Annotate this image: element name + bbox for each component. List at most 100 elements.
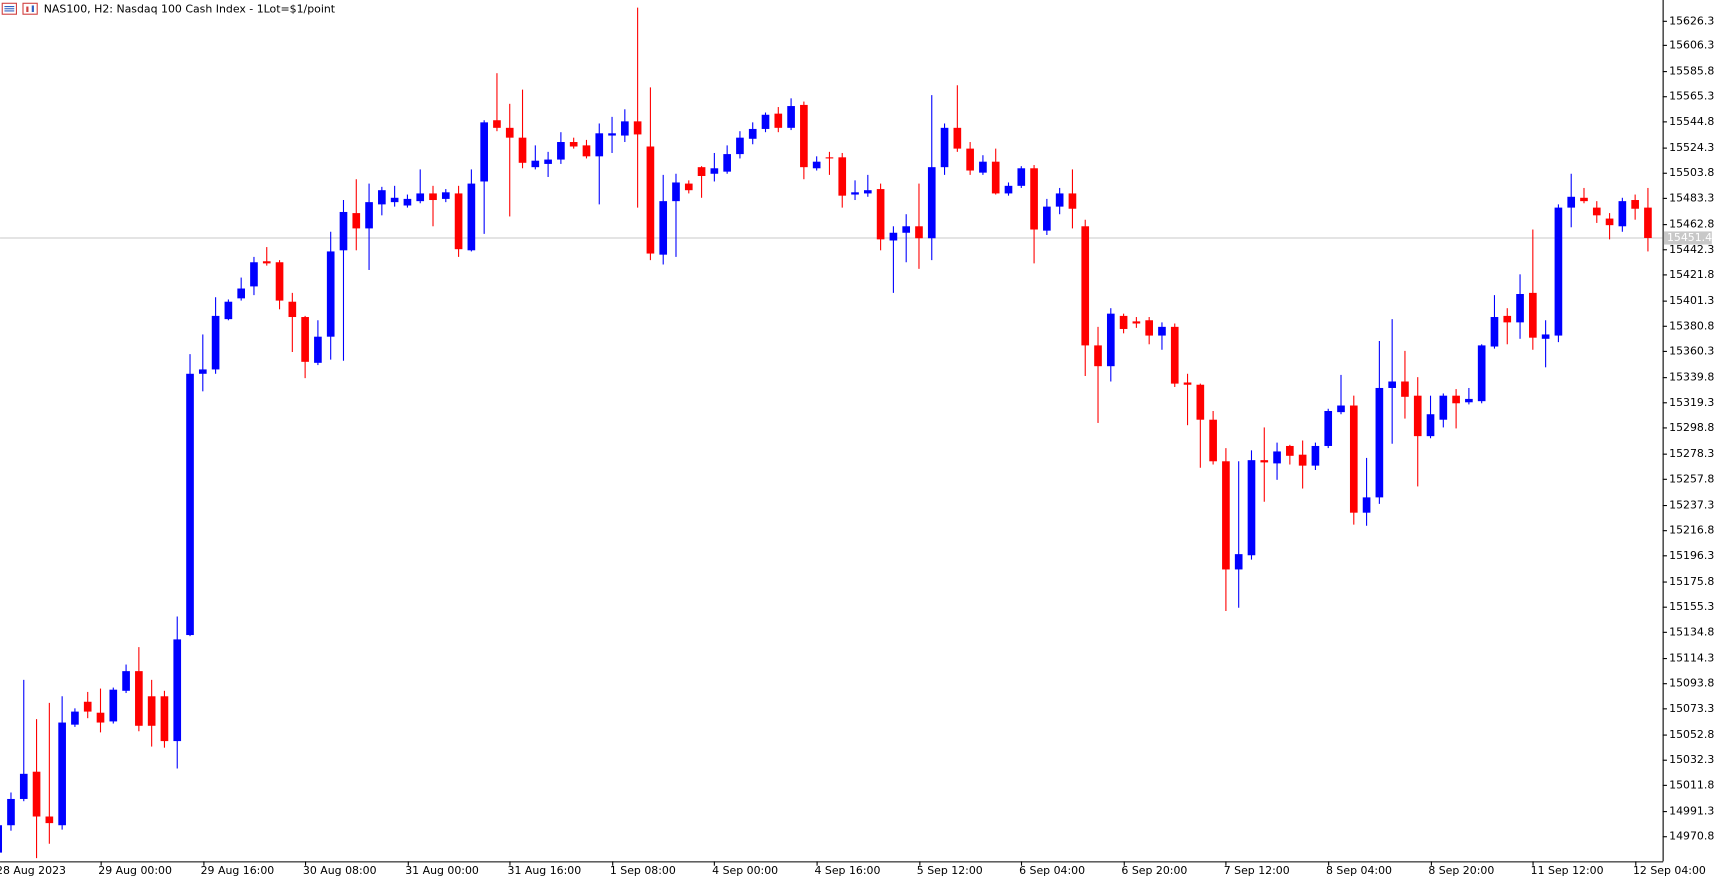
y-tick-label: 15626.3 <box>1669 14 1714 27</box>
x-tick-label: 30 Aug 08:00 <box>303 864 377 877</box>
y-tick-label: 15155.3 <box>1669 600 1714 613</box>
candle-body <box>1234 554 1243 570</box>
x-tick-label: 29 Aug 00:00 <box>98 864 172 877</box>
candle-body <box>1324 410 1333 446</box>
candle-body <box>1298 454 1307 466</box>
y-tick-label: 15606.3 <box>1669 38 1714 51</box>
candle-body <box>1158 326 1166 336</box>
candle-body <box>96 712 105 723</box>
x-tick-label: 31 Aug 00:00 <box>405 864 479 877</box>
candle-body <box>723 154 731 172</box>
candle-body <box>1094 345 1102 367</box>
candle-body <box>1477 345 1486 402</box>
candle-body <box>1644 207 1652 238</box>
candle-body <box>1426 414 1435 437</box>
x-tick-label: 7 Sep 12:00 <box>1224 864 1290 877</box>
y-tick-label: 15032.3 <box>1669 753 1714 766</box>
candle-body <box>1132 321 1141 324</box>
y-tick-label: 15503.8 <box>1669 166 1714 179</box>
candle-body <box>1260 460 1269 463</box>
candle-body <box>1529 292 1537 338</box>
candle-body <box>518 137 527 163</box>
x-tick-label: 28 Aug 2023 <box>0 864 66 877</box>
y-tick-label: 15175.8 <box>1669 575 1714 588</box>
y-tick-label: 15278.3 <box>1669 447 1714 460</box>
candle-body <box>198 369 207 374</box>
candle-body <box>1068 193 1077 209</box>
candle-body <box>71 711 79 725</box>
y-tick-label: 15073.3 <box>1669 702 1714 715</box>
candle-body <box>1516 293 1524 323</box>
x-tick-label: 8 Sep 20:00 <box>1428 864 1494 877</box>
candle-body <box>122 671 130 691</box>
candle-body <box>467 183 476 251</box>
candle-body <box>902 226 911 233</box>
candle-body <box>569 142 578 147</box>
candle-body <box>774 113 783 128</box>
candle-body <box>173 639 182 742</box>
candle-body <box>505 127 514 138</box>
candle-body <box>531 160 540 168</box>
x-tick-label: 6 Sep 20:00 <box>1121 864 1187 877</box>
candle-body <box>32 771 41 817</box>
candle-body <box>224 301 233 320</box>
candle-body <box>1413 395 1422 437</box>
icon-chart <box>22 2 38 15</box>
candle-body <box>1222 461 1230 570</box>
candle-body <box>1554 207 1563 336</box>
candle-body <box>851 192 859 195</box>
candle-body <box>314 336 322 363</box>
x-tick-label: 4 Sep 16:00 <box>814 864 880 877</box>
candle-body <box>1465 398 1473 403</box>
candle-body <box>288 301 297 318</box>
candle-body <box>480 122 488 182</box>
y-tick-label: 15196.3 <box>1669 549 1714 562</box>
y-tick-label: 15257.8 <box>1669 472 1714 485</box>
y-tick-label: 15483.3 <box>1669 191 1714 204</box>
x-tick-label: 1 Sep 08:00 <box>610 864 676 877</box>
candle-body <box>1580 197 1588 202</box>
candle-body <box>0 825 3 853</box>
y-tick-label: 15339.8 <box>1669 371 1714 384</box>
plot-area <box>0 7 1663 859</box>
candle-body <box>800 104 808 168</box>
candle-body <box>838 157 847 196</box>
candle-body <box>1183 382 1192 385</box>
candle-body <box>1503 315 1512 323</box>
candle-body <box>7 798 15 826</box>
toolbar-icons <box>1 2 38 15</box>
y-tick-label: 15319.3 <box>1669 396 1714 409</box>
candle-body <box>147 696 156 726</box>
candle-body <box>390 197 399 203</box>
y-tick-label: 14991.3 <box>1669 805 1714 818</box>
candle-body <box>1145 320 1153 336</box>
candle-body <box>825 157 834 159</box>
y-tick-label: 15052.8 <box>1669 728 1714 741</box>
y-tick-label: 15216.8 <box>1669 524 1714 537</box>
candle-body <box>1631 200 1639 209</box>
candle-body <box>429 193 437 201</box>
candle-body <box>1004 185 1013 194</box>
candle-body <box>1055 193 1064 207</box>
candle-body <box>582 145 591 157</box>
candle-body <box>1375 387 1384 498</box>
candle-body <box>1490 317 1499 347</box>
candle-body <box>301 317 309 362</box>
candle-body <box>58 722 66 826</box>
candle-body <box>697 167 706 176</box>
candle-body <box>45 816 54 824</box>
candle-body <box>1452 395 1460 404</box>
candle-body <box>646 146 655 254</box>
candle-body <box>633 121 642 135</box>
candle-body <box>275 262 284 301</box>
y-tick-label: 15237.3 <box>1669 499 1714 512</box>
y-tick-label: 15585.8 <box>1669 65 1714 78</box>
y-tick-label: 15565.3 <box>1669 90 1714 103</box>
candle-body <box>940 127 949 168</box>
candle-body <box>1196 384 1205 420</box>
candle-body <box>1106 313 1115 367</box>
candle-body <box>1247 460 1256 556</box>
candle-body <box>736 137 744 155</box>
candle-body <box>915 226 923 239</box>
